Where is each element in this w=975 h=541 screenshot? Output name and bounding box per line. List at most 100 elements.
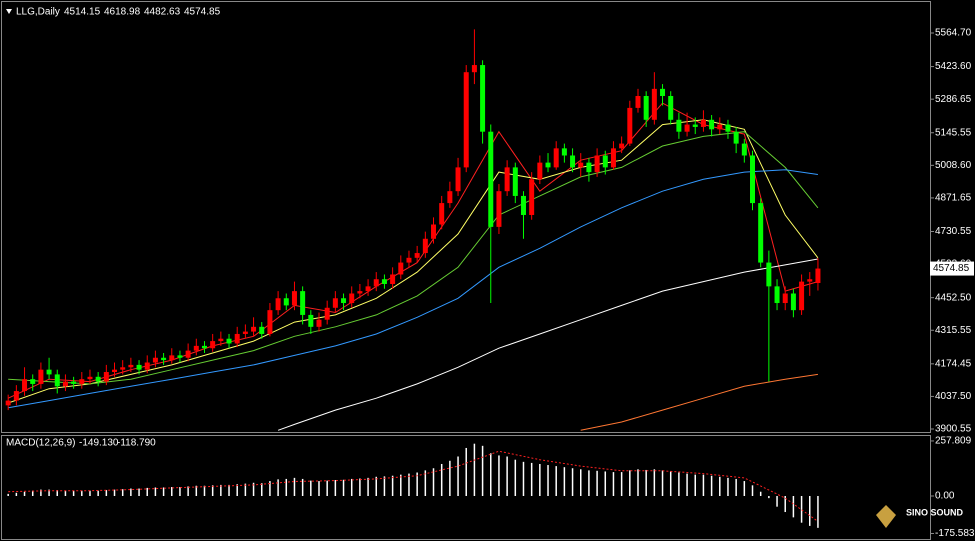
y-tick-label: 4315.55: [935, 325, 972, 336]
y-tick-label: 4037.50: [935, 391, 972, 402]
candle-body: [161, 357, 167, 361]
logo: SINO SOUND: [876, 505, 964, 528]
candle-body: [651, 88, 657, 120]
y-tick-label: 4730.55: [935, 226, 972, 237]
candle-body: [201, 345, 207, 349]
candle-body: [324, 307, 330, 320]
y-tick-label: 5564.70: [935, 28, 972, 39]
candle-body: [758, 203, 764, 263]
candle-body: [349, 293, 355, 304]
candle-body: [275, 298, 281, 311]
main-frame: [1, 1, 931, 433]
signal-readout: -118.790: [117, 438, 156, 449]
candle-body: [643, 95, 649, 120]
candle-body: [471, 65, 477, 73]
candle-body: [480, 65, 486, 132]
candle-body: [300, 291, 306, 315]
candle-body: [602, 155, 608, 168]
symbol-title: LLG,Daily: [16, 7, 60, 18]
candle-body: [807, 279, 813, 282]
candle-body: [316, 319, 322, 327]
candle-body: [447, 191, 453, 204]
y-tick-label: 4174.45: [935, 358, 972, 369]
macd-readout: -149.130: [79, 438, 119, 449]
candle-body: [586, 162, 592, 173]
candle-body: [291, 291, 297, 306]
candle-body: [619, 143, 625, 149]
candle-body: [717, 124, 723, 130]
candle-body: [169, 355, 175, 361]
moving-average: [8, 169, 818, 409]
candle-body: [700, 119, 706, 127]
candle-body: [414, 253, 420, 258]
candle-body: [594, 155, 600, 173]
candle-body: [537, 162, 543, 180]
candle-body: [381, 279, 387, 284]
candle-body: [774, 286, 780, 304]
candle-body: [709, 119, 715, 130]
candle-body: [725, 124, 731, 132]
y-tick-label: 0.00: [935, 491, 955, 502]
candle-body: [553, 148, 559, 168]
candle-body: [504, 167, 510, 192]
candle-body: [46, 369, 52, 375]
low-readout: 4482.63: [144, 7, 181, 18]
y-tick-label: 5423.60: [935, 61, 972, 72]
candle-body: [332, 298, 338, 308]
candle-body: [766, 262, 772, 287]
last-price-box: [930, 261, 974, 276]
y-tick-label: 4871.65: [935, 193, 972, 204]
candle-body: [54, 374, 60, 387]
candle-body: [520, 195, 526, 215]
candle-body: [782, 293, 788, 304]
candle-body: [144, 362, 150, 370]
y-tick-label: -175.583: [935, 528, 975, 539]
candle-body: [251, 326, 257, 332]
candle-body: [226, 338, 232, 344]
candle-body: [193, 345, 199, 351]
candle-body: [30, 379, 36, 384]
candle-body: [62, 381, 68, 387]
candle-body: [185, 350, 191, 358]
candle-body: [283, 298, 289, 306]
candle-body: [799, 281, 805, 311]
candle-body: [610, 148, 616, 168]
close-readout: 4574.85: [184, 7, 221, 18]
candle-body: [463, 72, 469, 168]
candle-body: [218, 338, 224, 342]
candle-body: [38, 369, 44, 384]
candle-body: [815, 268, 821, 283]
candle-body: [512, 167, 518, 196]
candle-body: [128, 364, 134, 368]
macd-frame: [1, 435, 931, 540]
y-tick-label: 4452.50: [935, 292, 972, 303]
candle-body: [357, 291, 363, 294]
candle-body: [103, 372, 109, 382]
candle-body: [341, 298, 347, 304]
candle-body: [365, 286, 371, 292]
moving-average: [8, 131, 819, 385]
menu-arrow[interactable]: [6, 9, 12, 14]
candle-body: [398, 262, 404, 275]
candle-body: [529, 179, 535, 215]
candle-body: [177, 355, 183, 358]
moving-average: [277, 258, 818, 431]
y-tick-label: 5008.60: [935, 160, 972, 171]
candle-body: [733, 131, 739, 144]
candle-body: [496, 191, 502, 227]
candle-body: [112, 369, 118, 373]
candle-body: [422, 238, 428, 254]
moving-average: [580, 373, 818, 431]
candle-body: [373, 279, 379, 287]
y-tick-label: 3900.55: [935, 424, 972, 435]
macd-title: MACD(12,26,9): [6, 438, 75, 449]
candle-body: [13, 391, 19, 401]
candle-body: [267, 310, 273, 334]
candle-body: [790, 293, 796, 311]
logo-mark: [876, 505, 896, 528]
y-tick-label: 5286.65: [935, 94, 972, 105]
last-price-label: 4574.85: [933, 263, 970, 274]
candle-body: [234, 333, 240, 344]
